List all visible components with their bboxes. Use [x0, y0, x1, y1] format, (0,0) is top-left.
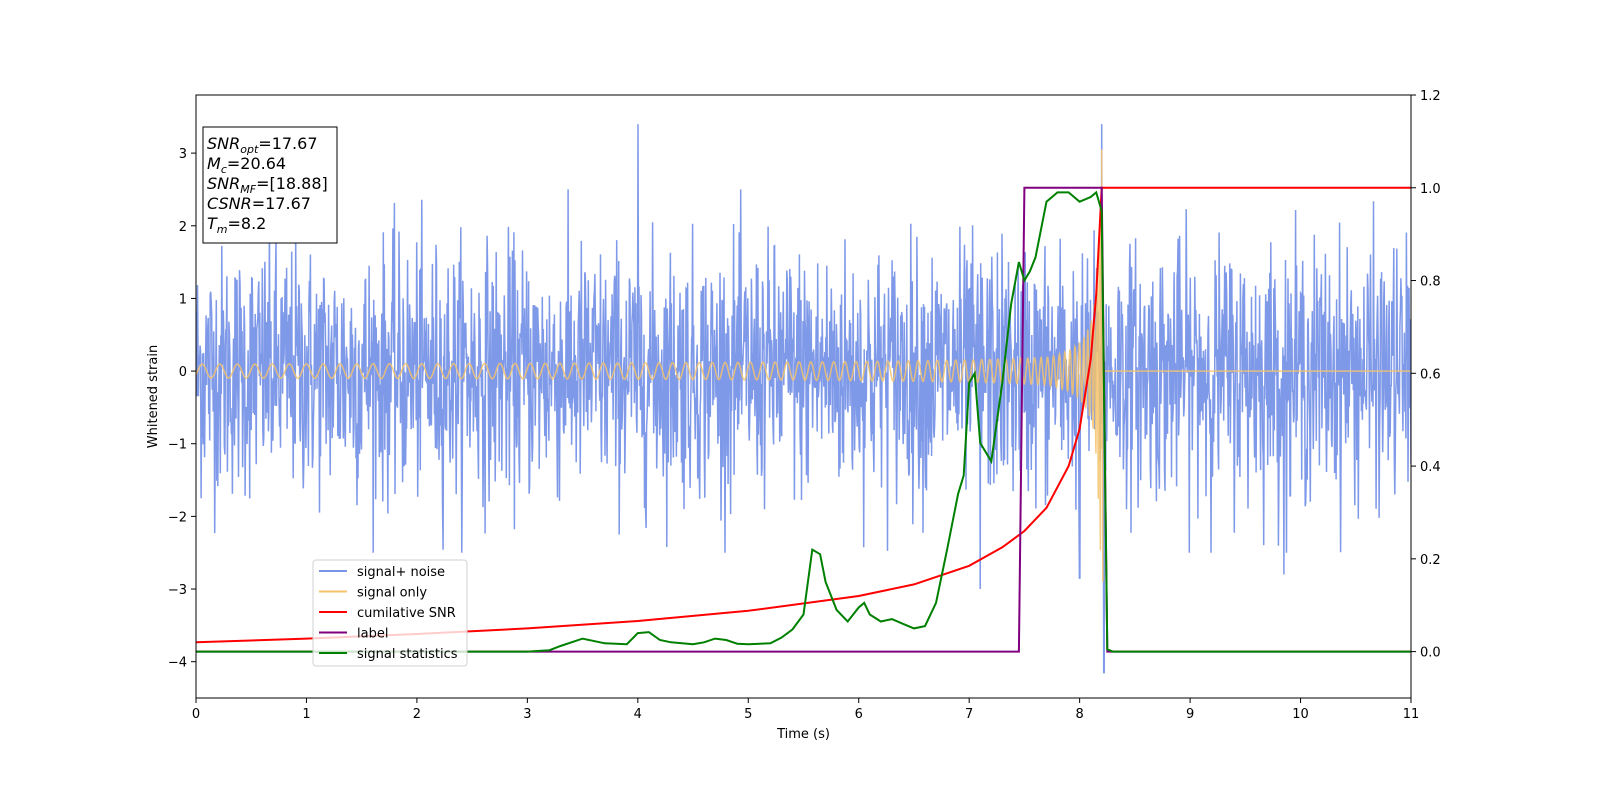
info-value: =17.67 — [258, 134, 317, 153]
legend-label: cumilative SNR — [357, 606, 456, 621]
info-subscript: m — [217, 223, 228, 236]
y-left-tick-label: −4 — [168, 656, 187, 671]
x-tick-label: 11 — [1403, 707, 1420, 722]
y-right-tick-label: 0.6 — [1420, 367, 1441, 382]
y-axis-left: −4 −3 −2 −1 0 1 2 3 — [168, 147, 196, 671]
x-tick-label: 3 — [523, 707, 531, 722]
y-right-tick-label: 0.0 — [1420, 646, 1441, 661]
y-left-tick-label: 3 — [179, 147, 187, 162]
x-tick-label: 1 — [302, 707, 310, 722]
plot-area-frame — [195, 94, 1412, 699]
info-symbol: M — [207, 154, 221, 173]
series-line-signal-statistics — [196, 190, 1411, 653]
info-box-frame — [202, 126, 338, 244]
info-line: Tm=8.2 — [207, 214, 266, 236]
info-subscript: c — [221, 163, 227, 176]
x-tick-label: 0 — [192, 707, 200, 722]
legend-frame — [312, 559, 468, 667]
x-tick-label: 5 — [744, 707, 752, 722]
info-symbol: CSNR — [207, 194, 252, 213]
info-value: =17.67 — [252, 194, 311, 213]
x-tick-label: 8 — [1075, 707, 1083, 722]
info-subscript: opt — [240, 143, 259, 156]
series-line-signal-noise — [196, 124, 1411, 674]
x-tick-label: 10 — [1292, 707, 1309, 722]
y-right-tick-label: 0.8 — [1420, 275, 1441, 290]
x-tick-label: 9 — [1186, 707, 1194, 722]
info-line: SNRopt=17.67 — [207, 134, 318, 156]
y-left-tick-label: 1 — [179, 292, 187, 307]
x-axis-label: Time (s) — [776, 727, 830, 742]
info-line: Mc=20.64 — [207, 154, 286, 176]
y-right-tick-label: 0.4 — [1420, 460, 1441, 475]
info-value: =20.64 — [227, 154, 286, 173]
y-right-tick-label: 1.0 — [1420, 182, 1441, 197]
info-subscript: MF — [240, 183, 256, 196]
legend-label: label — [357, 627, 388, 642]
legend-label: signal+ noise — [357, 565, 445, 580]
info-symbol: T — [207, 214, 218, 233]
y-axis-right: 0.0 0.2 0.4 0.6 0.8 1.0 1.2 — [1411, 89, 1441, 661]
series-layer — [196, 124, 1411, 674]
info-box: SNRopt=17.67Mc=20.64SNRMF=[18.88]CSNR=17… — [202, 126, 338, 244]
x-tick-label: 4 — [634, 707, 642, 722]
legend-label: signal statistics — [357, 647, 458, 662]
legend-label: signal only — [357, 586, 427, 601]
y-left-tick-label: 2 — [179, 220, 187, 235]
info-line: CSNR=17.67 — [207, 194, 311, 213]
series-line-cumilative-snr — [196, 186, 1411, 644]
x-axis: 0 1 2 3 4 5 6 7 8 9 10 11 — [192, 698, 1419, 722]
y-left-tick-label: −1 — [168, 438, 187, 453]
legend: signal+ noise signal only cumilative SNR la… — [312, 559, 468, 667]
y-left-tick-label: −2 — [168, 510, 187, 525]
info-symbol: SNR — [207, 134, 240, 153]
x-tick-label: 7 — [965, 707, 973, 722]
y-axis-label: Whitened strain — [146, 345, 161, 448]
y-right-tick-label: 1.2 — [1420, 89, 1441, 104]
y-left-tick-label: −3 — [168, 583, 187, 598]
info-value: =[18.88] — [256, 174, 328, 193]
x-tick-label: 2 — [413, 707, 421, 722]
info-symbol: SNR — [207, 174, 240, 193]
x-tick-label: 6 — [855, 707, 863, 722]
y-left-tick-label: 0 — [179, 365, 187, 380]
info-line: SNRMF=[18.88] — [207, 174, 328, 196]
y-right-tick-label: 0.2 — [1420, 553, 1441, 568]
info-value: =8.2 — [228, 214, 267, 233]
